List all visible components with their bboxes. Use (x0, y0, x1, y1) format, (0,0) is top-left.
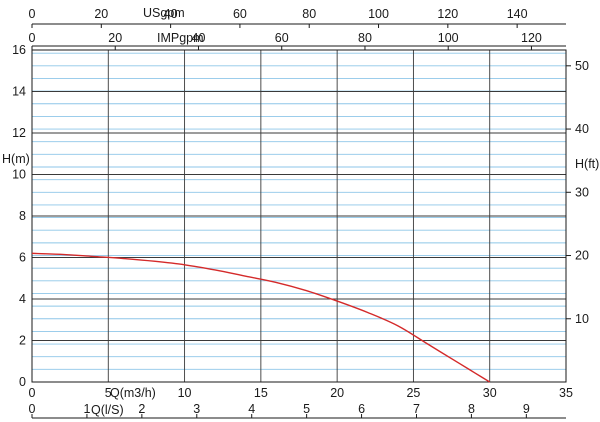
top-usgpm-axis-ticks: 0 20 40 60 80 100 120 140 (29, 7, 566, 28)
top-impgpm-tick-label: 20 (108, 31, 122, 45)
y-right-tick-label: 10 (575, 312, 589, 326)
x-tick-label: 10 (178, 386, 192, 400)
x-tick-label: 20 (330, 386, 344, 400)
top-impgpm-axis-ticks: 0 20 40 60 80 100 120 (29, 31, 566, 50)
top-impgpm-tick-label: 0 (29, 31, 36, 45)
top-usgpm-tick-label: 120 (437, 7, 458, 21)
top-impgpm-tick-label: 120 (521, 31, 542, 45)
x-secondary-tick-label: 6 (358, 402, 365, 416)
y-right-tick-label: 20 (575, 249, 589, 263)
top-usgpm-tick-label: 60 (233, 7, 247, 21)
y-left-tick-label: 16 (12, 43, 26, 57)
top-impgpm-tick-label: 40 (192, 31, 206, 45)
x-secondary-tick-label: 7 (413, 402, 420, 416)
top-impgpm-tick-label: 100 (438, 31, 459, 45)
top-usgpm-tick-label: 20 (94, 7, 108, 21)
y-left-tick-label: 10 (12, 168, 26, 182)
top-usgpm-tick-label: 140 (507, 7, 528, 21)
bottom-ls-axis-ticks: 0 1 2 3 4 5 6 7 8 9 (29, 402, 566, 419)
y-left-tick-label: 12 (12, 126, 26, 140)
y-left-tick-label: 6 (19, 251, 26, 265)
x-secondary-axis-title: Q(l/S) (91, 403, 124, 417)
y-right-tick-label: 40 (575, 122, 589, 136)
y-left-tick-label: 2 (19, 334, 26, 348)
y-right-tick-label: 50 (575, 59, 589, 73)
x-tick-label: 15 (254, 386, 268, 400)
x-secondary-tick-label: 4 (248, 402, 255, 416)
bottom-axis-ticks: 0 5 10 15 20 25 30 35 (29, 386, 573, 400)
y-right-axis-title: H(ft) (575, 157, 599, 171)
top-usgpm-tick-label: 100 (368, 7, 389, 21)
y-left-axis-title: H(m) (2, 152, 30, 166)
major-grid (31, 49, 567, 383)
x-secondary-tick-label: 1 (83, 402, 90, 416)
top-impgpm-tick-label: 60 (275, 31, 289, 45)
top-usgpm-tick-label: 80 (302, 7, 316, 21)
top-usgpm-tick-label: 0 (29, 7, 36, 21)
minor-grid-ft (32, 52, 566, 370)
left-axis-ticks: 0 2 4 6 8 10 12 14 16 (12, 43, 26, 389)
top-usgpm-tick-label: 40 (164, 7, 178, 21)
plot-frame (31, 49, 567, 383)
x-secondary-tick-label: 0 (29, 402, 36, 416)
x-secondary-tick-label: 9 (523, 402, 530, 416)
y-left-tick-label: 8 (19, 209, 26, 223)
x-secondary-tick-label: 3 (193, 402, 200, 416)
right-axis-ticks: 10 20 30 40 50 (566, 59, 589, 326)
x-secondary-tick-label: 2 (138, 402, 145, 416)
x-tick-label: 0 (29, 386, 36, 400)
y-left-tick-label: 14 (12, 85, 26, 99)
x-tick-label: 35 (559, 386, 573, 400)
x-axis-title: Q(m3/h) (110, 386, 156, 400)
x-tick-label: 30 (483, 386, 497, 400)
x-secondary-tick-label: 5 (303, 402, 310, 416)
y-left-tick-label: 4 (19, 292, 26, 306)
performance-curve (31, 252, 491, 383)
top-impgpm-tick-label: 80 (358, 31, 372, 45)
x-tick-label: 5 (105, 386, 112, 400)
top-impgpm-axis-title: IMPgpm (157, 31, 204, 45)
top-usgpm-axis-title: USgpm (143, 6, 185, 20)
x-tick-label: 25 (406, 386, 420, 400)
y-right-tick-label: 30 (575, 185, 589, 199)
x-secondary-tick-label: 8 (468, 402, 475, 416)
y-left-tick-label: 0 (19, 375, 26, 389)
